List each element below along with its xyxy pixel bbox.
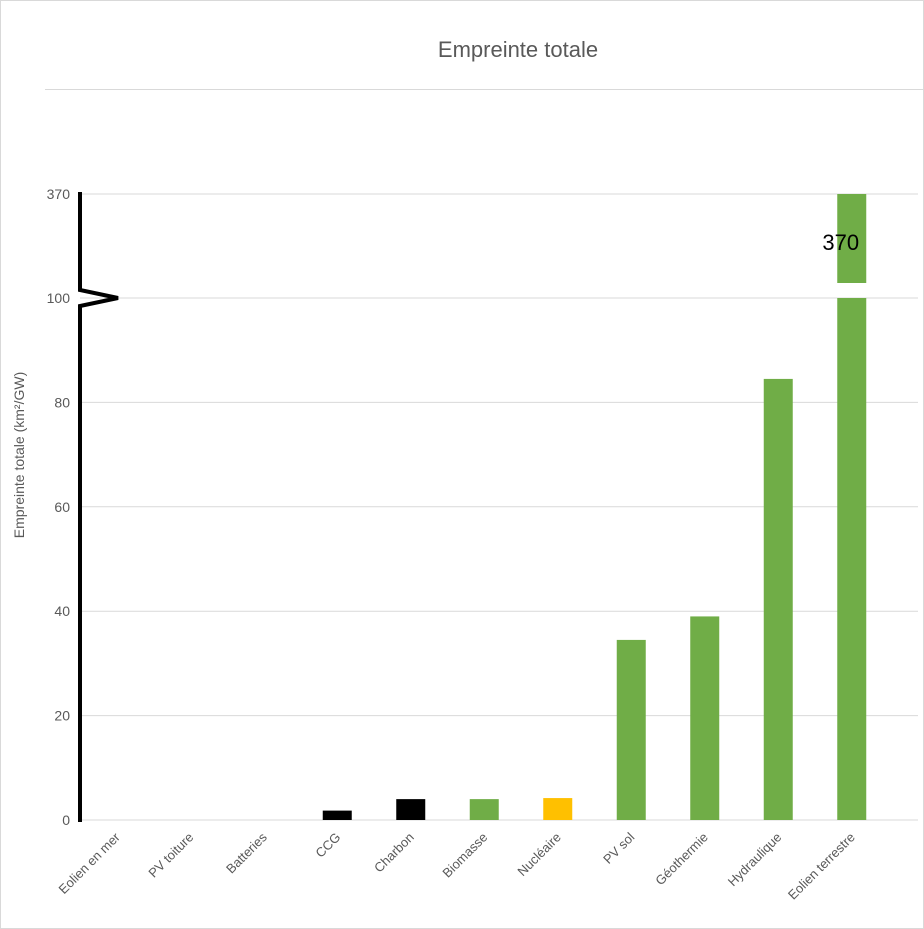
bar bbox=[396, 799, 426, 820]
title-divider bbox=[45, 89, 923, 90]
x-tick-label: Biomasse bbox=[439, 830, 490, 881]
y-tick-label: 60 bbox=[54, 499, 70, 515]
x-tick-label: PV sol bbox=[600, 829, 637, 866]
x-tick-label: Géothermie bbox=[652, 830, 711, 889]
x-tick-label: PV toiture bbox=[145, 830, 196, 881]
bar bbox=[690, 616, 720, 820]
x-tick-label: Nucléaire bbox=[514, 830, 563, 879]
bar bbox=[469, 799, 499, 820]
data-label: 370 bbox=[822, 230, 859, 255]
x-tick-label: CCG bbox=[312, 830, 343, 861]
bar bbox=[616, 639, 646, 820]
x-tick-label: Hydraulique bbox=[725, 830, 785, 890]
x-tick-label: Eolien en mer bbox=[56, 829, 124, 897]
x-tick-label: Charbon bbox=[371, 830, 417, 876]
bar bbox=[837, 298, 867, 820]
x-tick-label: Eolien terrestre bbox=[785, 830, 858, 903]
bar bbox=[322, 810, 352, 820]
y-tick-label: 0 bbox=[62, 812, 70, 828]
x-tick-label: Batteries bbox=[223, 829, 270, 876]
y-tick-label: 100 bbox=[47, 290, 71, 306]
y-tick-label: 20 bbox=[54, 708, 70, 724]
chart-title: Empreinte totale bbox=[437, 37, 599, 62]
bar-upper-segment bbox=[837, 194, 867, 283]
bar bbox=[763, 378, 793, 820]
y-tick-label: 370 bbox=[47, 186, 71, 202]
bar bbox=[543, 798, 573, 820]
y-axis-line-with-break bbox=[78, 192, 119, 822]
y-tick-label: 80 bbox=[54, 394, 70, 410]
y-tick-label: 40 bbox=[54, 603, 70, 619]
